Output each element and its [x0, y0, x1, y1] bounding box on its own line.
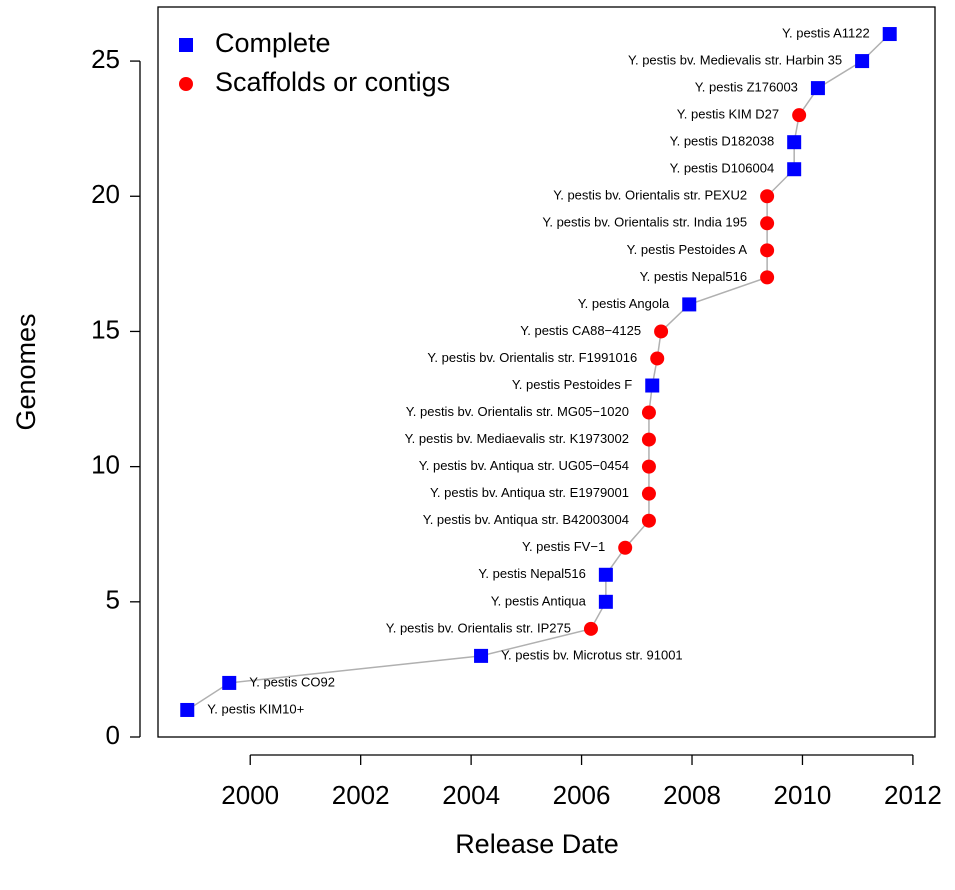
point: [641, 513, 656, 528]
point-label: Y. pestis bv. Antiqua str. UG05−0454: [419, 458, 629, 473]
point: [760, 243, 775, 258]
point: [641, 432, 656, 447]
point-label: Y. pestis Nepal516: [478, 566, 585, 581]
y-tick-label: 0: [106, 720, 120, 750]
point-label: Y. pestis bv. Microtus str. 91001: [501, 647, 683, 662]
point: [882, 27, 897, 42]
point-label: Y. pestis bv. Medievalis str. Harbin 35: [628, 53, 842, 68]
x-tick-label: 2008: [663, 780, 721, 810]
point: [641, 405, 656, 420]
point: [598, 567, 613, 582]
point: [598, 594, 613, 609]
y-tick-label: 10: [91, 450, 120, 480]
plot-frame: [157, 6, 936, 738]
x-tick-label: 2002: [332, 780, 390, 810]
point-label: Y. pestis bv. Antiqua str. E1979001: [430, 485, 629, 500]
point: [583, 621, 598, 636]
point: [810, 81, 825, 96]
y-axis-title: Genomes: [11, 313, 41, 430]
point-label: Y. pestis bv. Orientalis str. IP275: [386, 620, 571, 635]
point: [641, 459, 656, 474]
legend-marker: [179, 77, 193, 91]
point-label: Y. pestis A1122: [782, 25, 870, 40]
point-label: Y. pestis D182038: [670, 134, 775, 149]
point-label: Y. pestis KIM D27: [677, 107, 779, 122]
x-tick-label: 2000: [221, 780, 279, 810]
point-label: Y. pestis Z176003: [695, 80, 798, 95]
point: [654, 324, 669, 339]
y-tick-label: 20: [91, 179, 120, 209]
point-label: Y. pestis D106004: [670, 161, 775, 176]
point-label: Y. pestis Angola: [578, 296, 670, 311]
point-label: Y. pestis KIM10+: [207, 701, 304, 716]
x-tick-label: 2006: [553, 780, 611, 810]
point-label: Y. pestis bv. Mediaevalis str. K1973002: [405, 431, 629, 446]
point: [760, 189, 775, 204]
point-label: Y. pestis Antiqua: [491, 593, 587, 608]
x-tick-label: 2012: [884, 780, 942, 810]
point: [792, 108, 807, 123]
point-label: Y. pestis Pestoides F: [512, 377, 632, 392]
point-label: Y. pestis Nepal516: [640, 269, 747, 284]
point: [474, 648, 489, 663]
x-tick-label: 2010: [774, 780, 832, 810]
point-label: Y. pestis bv. Orientalis str. F1991016: [427, 350, 637, 365]
point: [682, 297, 697, 312]
y-tick-label: 5: [106, 585, 120, 615]
point: [760, 216, 775, 231]
point-label: Y. pestis CO92: [249, 674, 335, 689]
y-tick-label: 15: [91, 314, 120, 344]
point: [645, 378, 660, 393]
point-label: Y. pestis bv. Orientalis str. MG05−1020: [406, 404, 629, 419]
legend-label: Scaffolds or contigs: [215, 67, 450, 97]
point-label: Y. pestis Pestoides A: [627, 242, 748, 257]
trend-line: [186, 33, 891, 711]
point: [222, 675, 237, 690]
point: [618, 540, 633, 555]
point: [855, 54, 870, 69]
point-label: Y. pestis bv. Orientalis str. India 195: [542, 215, 747, 230]
point: [787, 162, 802, 177]
x-tick-label: 2004: [442, 780, 500, 810]
point-label: Y. pestis FV−1: [522, 539, 605, 554]
legend-label: Complete: [215, 28, 331, 58]
point: [641, 486, 656, 501]
point-label: Y. pestis bv. Orientalis str. PEXU2: [553, 188, 747, 203]
point-label: Y. pestis bv. Antiqua str. B42003004: [423, 512, 629, 527]
y-tick-label: 25: [91, 44, 120, 74]
point-label: Y. pestis CA88−4125: [520, 323, 641, 338]
point: [650, 351, 665, 366]
point: [180, 702, 195, 717]
x-axis-title: Release Date: [455, 829, 619, 859]
legend-marker: [179, 38, 193, 52]
point: [787, 135, 802, 150]
point: [760, 270, 775, 285]
